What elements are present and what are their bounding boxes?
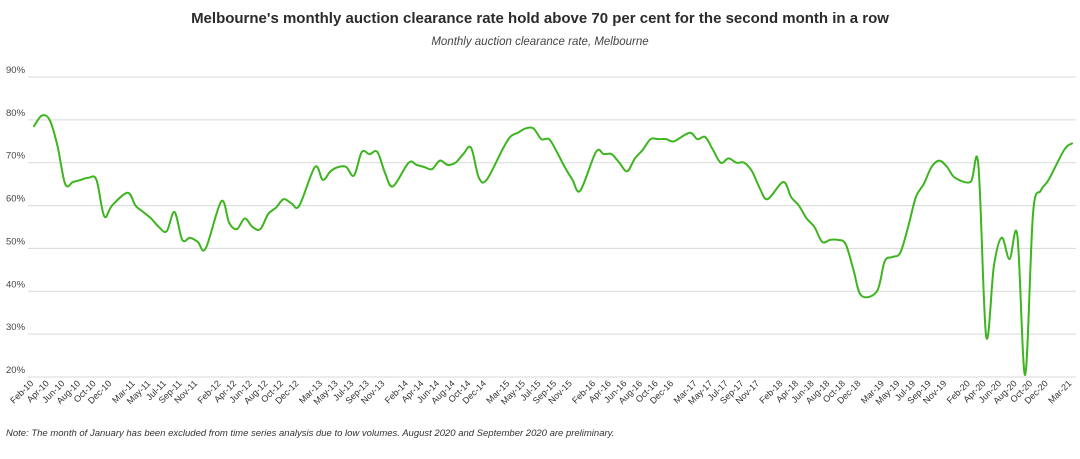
y-tick-label: 50%: [6, 236, 26, 247]
y-tick-label: 60%: [6, 194, 26, 205]
series-line: [33, 114, 1073, 376]
y-tick-label: 80%: [6, 108, 26, 119]
y-axis-ticks: 20% 30% 40% 50% 60% 70% 80% 90%: [6, 65, 26, 376]
x-axis-ticks: Feb-10Apr-10Jun-10Aug-10Oct-10Dec-10Mar-…: [8, 378, 1073, 406]
y-tick-label: 20%: [6, 365, 26, 376]
y-tick-label: 40%: [6, 279, 26, 290]
chart-title: Melbourne's monthly auction clearance ra…: [191, 10, 889, 27]
x-tick-label: Mar-21: [1046, 378, 1073, 405]
chart-subtitle: Monthly auction clearance rate, Melbourn…: [431, 36, 649, 48]
series-group: [33, 114, 1073, 376]
gridlines: [28, 76, 1076, 378]
y-tick-label: 70%: [6, 151, 26, 162]
y-tick-label: 90%: [6, 65, 26, 76]
y-tick-label: 30%: [6, 322, 26, 333]
footnote: Note: The month of January has been excl…: [6, 428, 615, 439]
